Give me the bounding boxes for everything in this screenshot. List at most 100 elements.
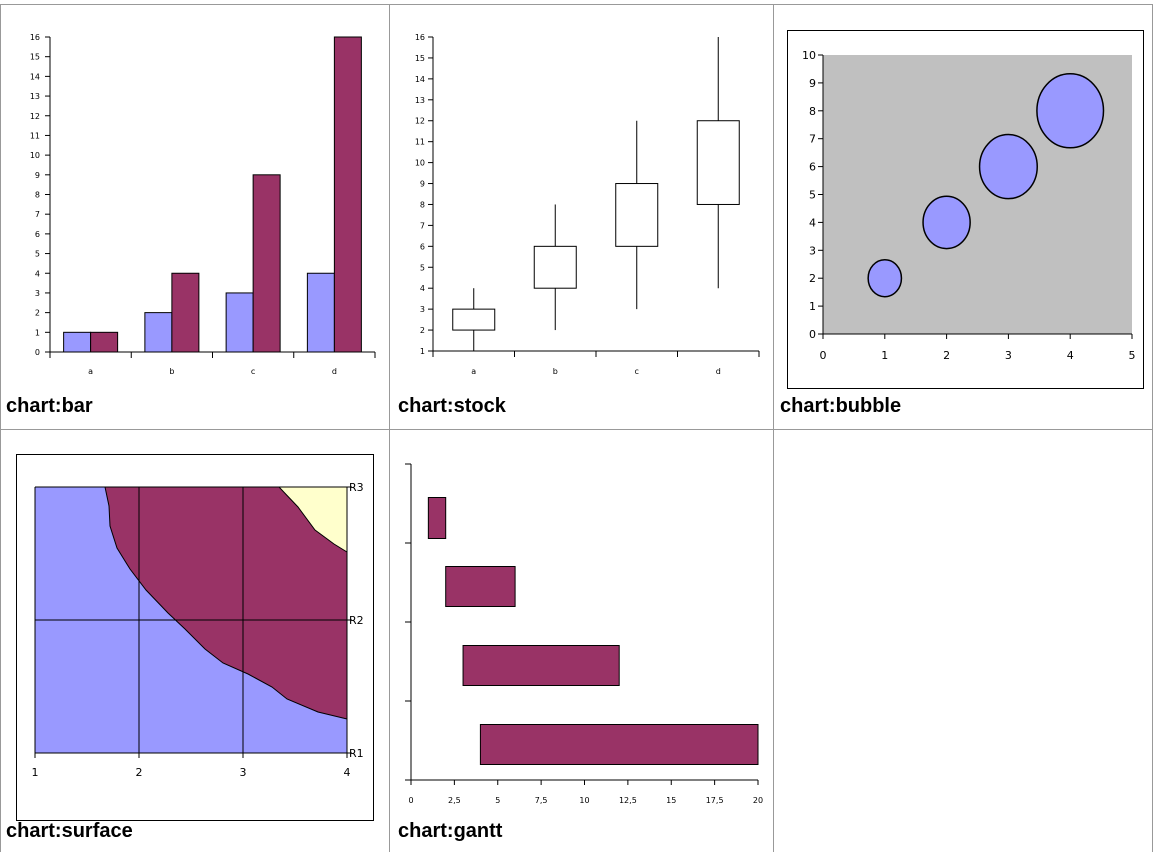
y-tick-label: 10 [802, 49, 816, 62]
bubble-chart: 0 1 2 3 4 5 6 7 8 9 10 0 1 2 3 4 5 [773, 0, 1153, 430]
bar [226, 293, 253, 352]
y-tick-label: 12 [415, 117, 425, 126]
stock-chart-caption: chart:stock [398, 395, 506, 418]
bar [91, 332, 118, 352]
y-tick-label: 9 [420, 180, 425, 189]
row-label: R2 [349, 614, 364, 627]
x-tick-label: 1 [32, 766, 39, 779]
y-tick-label: 8 [809, 105, 816, 118]
y-tick-label: 4 [35, 269, 40, 278]
x-tick-label: b [553, 367, 558, 376]
y-tick-label: 16 [415, 33, 425, 42]
y-tick-label: 13 [30, 92, 40, 101]
y-tick-label: 4 [809, 216, 816, 229]
gantt-bar [463, 646, 619, 686]
x-tick-label: 4 [1067, 349, 1074, 362]
x-tick-label: b [169, 367, 174, 376]
y-tick-label: 0 [35, 348, 40, 357]
y-tick-label: 9 [35, 171, 40, 180]
y-tick-label: 16 [30, 33, 40, 42]
x-tick-label: 7,5 [535, 796, 548, 805]
row-label: R1 [349, 747, 364, 760]
y-tick-label: 15 [30, 53, 40, 62]
y-tick-label: 3 [35, 289, 40, 298]
y-tick-label: 1 [809, 300, 816, 313]
y-tick-label: 13 [415, 96, 425, 105]
x-tick-label: 0 [820, 349, 827, 362]
y-tick-label: 6 [35, 230, 40, 239]
x-tick-label: 20 [753, 796, 763, 805]
bubble [923, 196, 970, 248]
y-tick-label: 7 [35, 210, 40, 219]
y-tick-label: 12 [30, 112, 40, 121]
candle-box [453, 309, 495, 330]
x-tick-label: 17,5 [706, 796, 724, 805]
y-tick-label: 4 [420, 284, 425, 293]
x-tick-label: 3 [240, 766, 247, 779]
y-tick-label: 11 [415, 138, 425, 147]
y-tick-label: 7 [809, 133, 816, 146]
y-tick-label: 8 [35, 191, 40, 200]
x-tick-label: a [471, 367, 476, 376]
candle-box [697, 121, 739, 205]
y-tick-label: 14 [30, 72, 40, 81]
y-tick-label: 0 [809, 328, 816, 341]
gantt-chart: 0 2,5 5 7,5 10 12,5 15 17,5 20 [389, 430, 773, 852]
x-tick-label: d [332, 367, 337, 376]
x-tick-label: 4 [344, 766, 351, 779]
x-tick-label: 10 [579, 796, 589, 805]
y-tick-label: 1 [420, 347, 425, 356]
bar [64, 332, 91, 352]
gantt-bar [446, 567, 515, 607]
bar [307, 273, 334, 352]
y-tick-label: 10 [30, 151, 40, 160]
x-tick-label: 1 [881, 349, 888, 362]
surface-chart-caption: chart:surface [6, 820, 133, 843]
y-tick-label: 10 [415, 159, 425, 168]
y-tick-label: 5 [35, 250, 40, 259]
x-tick-label: d [716, 367, 721, 376]
bubble-chart-caption: chart:bubble [780, 395, 901, 418]
bar [145, 313, 172, 352]
y-tick-label: 3 [809, 244, 816, 257]
x-tick-label: 0 [408, 796, 413, 805]
y-tick-label: 15 [415, 54, 425, 63]
y-tick-label: 6 [809, 161, 816, 174]
bubble [868, 260, 901, 297]
y-tick-label: 2 [809, 272, 816, 285]
x-tick-label: 5 [1129, 349, 1136, 362]
gantt-bar [428, 498, 445, 539]
x-tick-label: 3 [1005, 349, 1012, 362]
x-tick-label: c [251, 367, 255, 376]
y-tick-label: 7 [420, 221, 425, 230]
x-tick-label: 15 [666, 796, 676, 805]
row-label: R3 [349, 481, 364, 494]
x-tick-label: 2 [943, 349, 950, 362]
y-tick-label: 5 [420, 263, 425, 272]
y-tick-label: 6 [420, 242, 425, 251]
y-tick-label: 8 [420, 200, 425, 209]
x-tick-label: 5 [495, 796, 500, 805]
y-tick-label: 9 [809, 77, 816, 90]
bar [253, 175, 280, 352]
y-tick-label: 1 [35, 328, 40, 337]
gantt-chart-caption: chart:gantt [398, 820, 502, 843]
bubble [980, 135, 1038, 199]
gantt-bar [480, 725, 758, 765]
candle-box [616, 184, 658, 247]
candle-box [534, 246, 576, 288]
y-tick-label: 11 [30, 131, 40, 140]
y-tick-label: 2 [420, 326, 425, 335]
x-tick-label: 2 [136, 766, 143, 779]
y-tick-label: 3 [420, 305, 425, 314]
bar [172, 273, 199, 352]
x-tick-label: 12,5 [619, 796, 637, 805]
y-tick-label: 2 [35, 309, 40, 318]
bubble [1037, 74, 1104, 148]
bar-chart-caption: chart:bar [6, 395, 93, 418]
y-tick-label: 14 [415, 75, 425, 84]
x-tick-label: 2,5 [448, 796, 461, 805]
